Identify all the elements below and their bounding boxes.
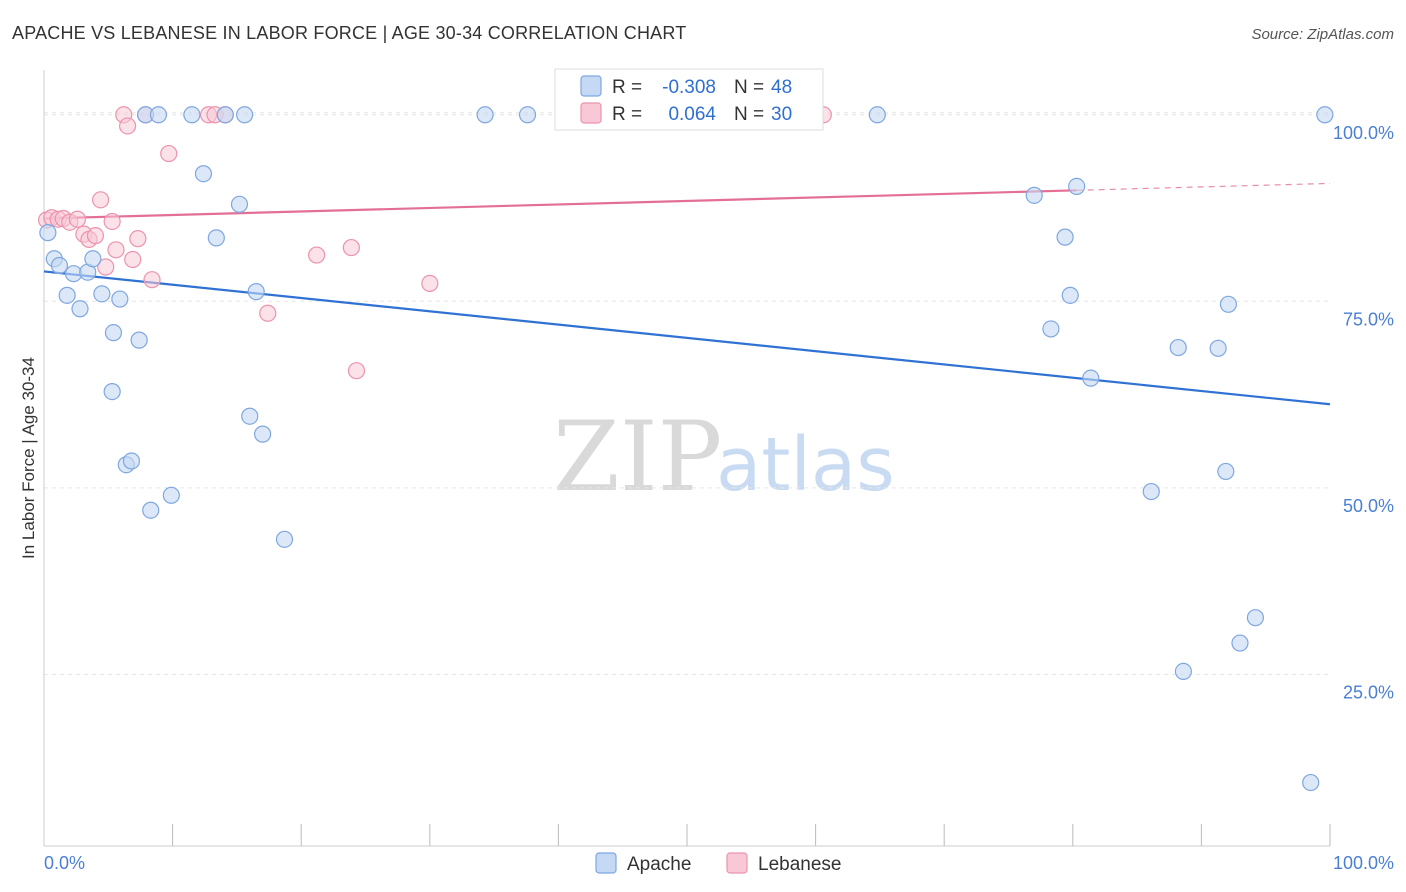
- lebanese-point-16: [129, 230, 147, 248]
- apache-point-48: [1316, 106, 1334, 124]
- y-tick-label-3: 100.0%: [1333, 123, 1394, 143]
- y-tick-label-1: 50.0%: [1343, 496, 1394, 516]
- apache-point-45: [1231, 634, 1249, 652]
- apache-point-13: [122, 452, 141, 470]
- apache-point-42: [1209, 339, 1227, 357]
- y-tick-label-2: 75.0%: [1343, 309, 1394, 329]
- series-legend: Apache Lebanese: [595, 852, 841, 875]
- apache-trend-line: [43, 270, 1331, 406]
- lebanese-point-10: [97, 258, 115, 276]
- apache-point-2: [50, 256, 69, 275]
- legend-n-label-lebanese: N =: [734, 104, 764, 125]
- lebanese-points: [37, 106, 832, 380]
- correlation-legend: R = -0.308 N = 48 R = 0.064 N = 30: [554, 68, 824, 131]
- apache-point-11: [111, 290, 129, 308]
- apache-point-22: [216, 106, 234, 124]
- watermark-zip: ZIP: [553, 401, 722, 513]
- apache-point-40: [1169, 338, 1187, 357]
- legend-swatch-lebanese: [580, 102, 602, 124]
- legend-r-label-lebanese: R =: [612, 104, 642, 125]
- lebanese-point-26: [347, 362, 366, 380]
- apache-point-37: [1068, 177, 1086, 195]
- y-tick-labels: 25.0% 50.0% 75.0% 100.0%: [1333, 123, 1394, 703]
- apache-point-28: [275, 530, 294, 548]
- lebanese-point-9: [91, 191, 110, 209]
- apache-point-27: [254, 425, 272, 443]
- lebanese-point-5: [68, 210, 87, 228]
- apache-point-47: [1302, 773, 1320, 792]
- apache-point-36: [1061, 286, 1079, 304]
- apache-point-16: [142, 501, 160, 519]
- apache-point-26: [247, 283, 265, 301]
- watermark: ZIP atlas: [553, 401, 895, 513]
- lebanese-point-15: [124, 250, 142, 269]
- lebanese-point-14: [118, 117, 137, 135]
- legend-swatch-apache: [580, 75, 602, 97]
- y-tick-label-0: 25.0%: [1343, 682, 1394, 702]
- chart-title: APACHE VS LEBANESE IN LABOR FORCE | AGE …: [12, 23, 686, 43]
- lebanese-point-12: [107, 241, 125, 259]
- apache-point-21: [207, 229, 225, 247]
- legend-n-value-apache: 48: [771, 77, 792, 98]
- apache-point-23: [230, 195, 249, 213]
- apache-points: [39, 106, 1334, 792]
- apache-point-7: [84, 250, 102, 268]
- apache-point-18: [162, 486, 180, 504]
- bottom-legend-swatch-lebanese: [726, 852, 748, 874]
- apache-point-25: [241, 407, 259, 425]
- apache-point-9: [103, 382, 121, 401]
- lebanese-trend-line: [43, 189, 1077, 220]
- apache-point-0: [39, 224, 57, 242]
- lebanese-point-23: [259, 304, 277, 322]
- apache-point-39: [1142, 482, 1160, 501]
- apache-point-44: [1219, 295, 1238, 313]
- trend-lines: [43, 182, 1331, 406]
- apache-point-8: [93, 285, 111, 303]
- legend-n-value-lebanese: 30: [771, 104, 792, 125]
- apache-point-35: [1056, 228, 1074, 246]
- apache-point-14: [130, 331, 148, 349]
- watermark-atlas: atlas: [716, 422, 895, 508]
- x-ticks: [172, 824, 1331, 846]
- apache-point-10: [104, 324, 123, 342]
- apache-point-19: [183, 106, 201, 124]
- x-tick-label-min: 0.0%: [44, 853, 85, 873]
- legend-r-value-lebanese: 0.064: [668, 104, 716, 125]
- apache-point-43: [1217, 462, 1235, 481]
- apache-point-24: [236, 106, 254, 124]
- lebanese-point-27: [421, 274, 439, 292]
- apache-point-34: [1042, 320, 1060, 338]
- chart-source: Source: ZipAtlas.com: [1251, 26, 1394, 43]
- lebanese-point-18: [143, 271, 161, 289]
- legend-n-label-apache: N =: [734, 77, 764, 98]
- apache-point-3: [58, 286, 76, 304]
- bottom-legend-label-lebanese: Lebanese: [758, 854, 841, 875]
- apache-point-20: [194, 165, 213, 183]
- apache-point-17: [149, 106, 168, 124]
- apache-point-30: [518, 106, 537, 124]
- bottom-legend-swatch-apache: [595, 852, 617, 874]
- lebanese-trend-line-extension: [1076, 182, 1331, 191]
- y-axis-label: In Labor Force | Age 30-34: [19, 357, 38, 559]
- bottom-legend-label-apache: Apache: [627, 854, 691, 875]
- apache-point-41: [1174, 662, 1192, 681]
- lebanese-point-25: [342, 238, 360, 257]
- legend-r-label-apache: R =: [612, 77, 642, 98]
- lebanese-point-11: [103, 212, 121, 231]
- legend-r-value-apache: -0.308: [662, 77, 716, 98]
- lebanese-point-19: [160, 144, 178, 163]
- lebanese-point-8: [86, 227, 105, 245]
- apache-point-4: [64, 265, 83, 283]
- apache-point-33: [1025, 186, 1043, 204]
- x-tick-label-max: 100.0%: [1333, 853, 1394, 873]
- apache-point-29: [476, 106, 494, 124]
- apache-point-46: [1246, 609, 1265, 627]
- apache-point-5: [71, 300, 89, 318]
- apache-point-32: [868, 106, 886, 124]
- lebanese-point-24: [308, 246, 326, 264]
- apache-point-38: [1082, 369, 1100, 387]
